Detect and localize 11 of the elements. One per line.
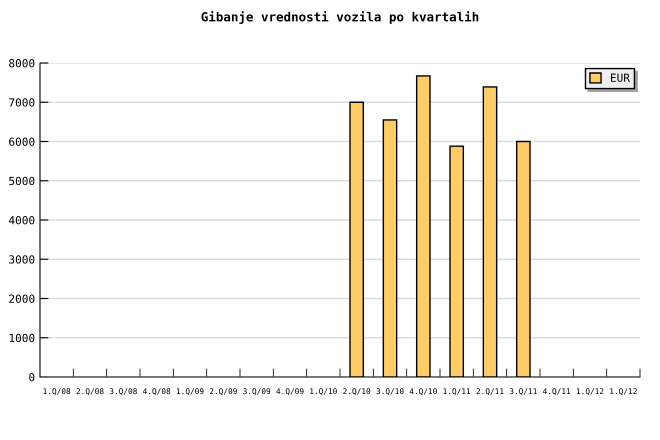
y-tick-label: 4000	[8, 216, 34, 224]
y-tick-label: 6000	[9, 138, 34, 146]
legend-label: EUR	[611, 74, 630, 82]
chart-title: Gibanje vrednosti vozila po kvartalih	[201, 11, 478, 24]
y-tick-label: 5000	[9, 176, 34, 186]
y-tick-label: 3000	[9, 255, 34, 264]
y-tick-label: 0	[29, 373, 34, 382]
y-tick-label: 1000	[10, 334, 34, 342]
y-tick-label: 8000	[9, 59, 34, 68]
y-tick-label: 2000	[9, 294, 34, 303]
y-tick-label: 7000	[9, 98, 34, 107]
